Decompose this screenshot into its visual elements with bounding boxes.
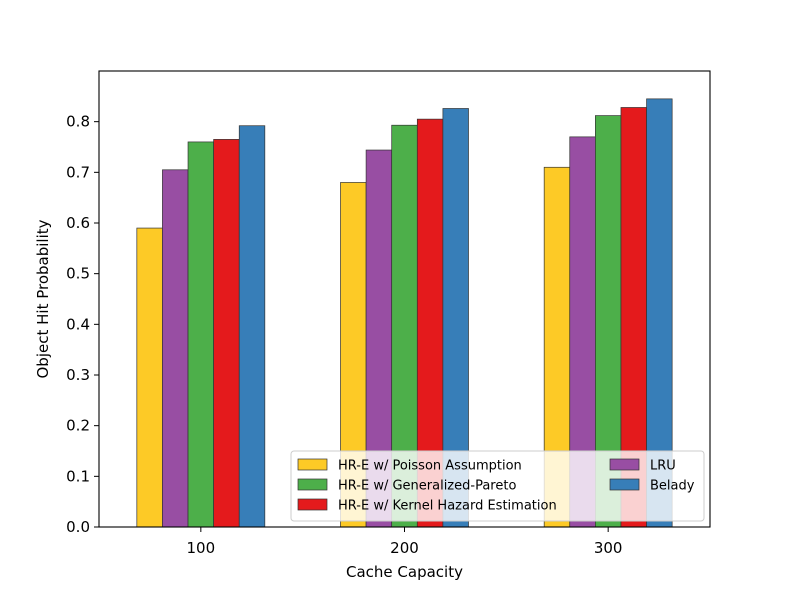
y-tick-label: 0.2: [66, 417, 90, 435]
y-tick-label: 0.1: [66, 467, 90, 485]
y-tick-label: 0.0: [66, 518, 90, 536]
legend-swatch: [297, 478, 328, 491]
legend-swatch: [609, 458, 640, 471]
y-tick-label: 0.4: [66, 315, 90, 333]
legend-label: HR-E w/ Generalized-Pareto: [338, 479, 516, 494]
x-tick-label: 200: [390, 539, 419, 557]
y-tick-label: 0.8: [66, 113, 90, 131]
bar-lru-100: [162, 169, 189, 528]
legend-swatch: [297, 498, 328, 511]
legend-swatch: [297, 458, 328, 471]
x-tick-label: 300: [594, 539, 623, 557]
y-tick-label: 0.3: [66, 366, 90, 384]
legend-box: [290, 450, 705, 522]
y-tick-label: 0.6: [66, 214, 90, 232]
legend-label: HR-E w/ Kernel Hazard Estimation: [338, 499, 557, 514]
plot-frame: [98, 70, 711, 528]
x-tick-label: 100: [187, 539, 216, 557]
bar-belady-100: [238, 125, 266, 528]
bar-hr-e-w-poisson-assumption-100: [136, 227, 163, 528]
y-tick-label: 0.5: [66, 265, 90, 283]
x-axis-title: Cache Capacity: [346, 563, 463, 581]
legend-label: HR-E w/ Poisson Assumption: [338, 459, 522, 474]
y-axis-title: Object Hit Probability: [34, 219, 52, 378]
x-axis: 100 200 300: [187, 527, 623, 557]
legend-swatch: [609, 478, 640, 491]
legend-label: LRU: [650, 459, 676, 474]
bar-hr-e-w-generalized-pareto-100: [187, 141, 214, 528]
bar-hr-e-w-kernel-hazard-estimation-100: [213, 139, 240, 528]
legend: HR-E w/ Poisson Assumption HR-E w/ Genera…: [290, 450, 705, 522]
y-tick-label: 0.7: [66, 163, 90, 181]
legend-label: Belady: [650, 479, 695, 494]
y-axis: 0.0 0.1 0.2 0.3 0.4 0.5 0.6 0.7 0.8: [66, 113, 99, 536]
